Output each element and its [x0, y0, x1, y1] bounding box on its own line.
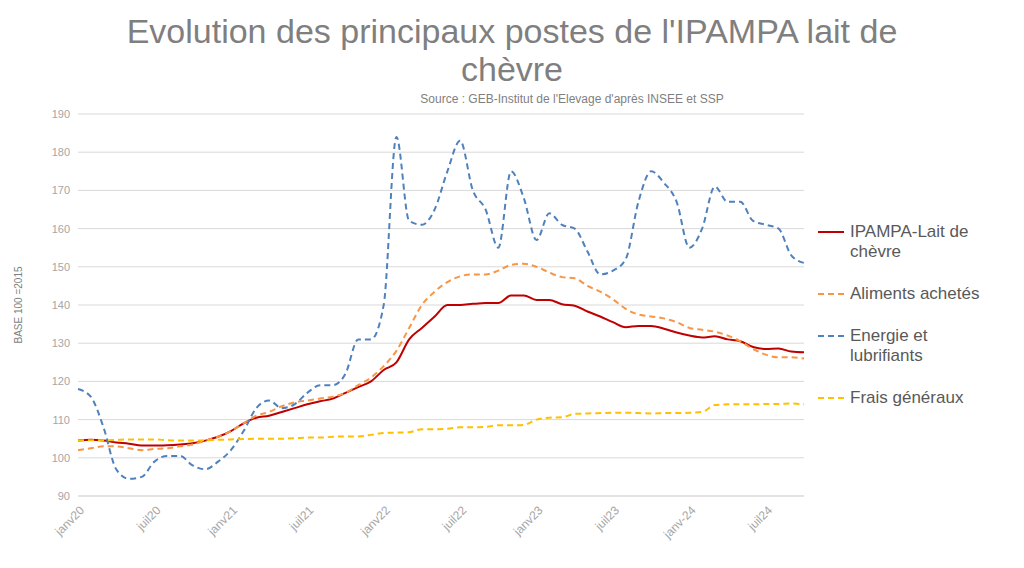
- svg-text:150: 150: [52, 261, 70, 273]
- svg-text:janv-24: janv-24: [660, 503, 699, 542]
- svg-text:100: 100: [52, 452, 70, 464]
- svg-text:160: 160: [52, 223, 70, 235]
- svg-text:janv21: janv21: [204, 503, 240, 539]
- svg-text:140: 140: [52, 299, 70, 311]
- svg-text:janv22: janv22: [357, 503, 393, 539]
- html-text:Frais généraux: Frais généraux: [850, 388, 964, 407]
- svg-text:BASE 100 =2015: BASE 100 =2015: [13, 266, 24, 343]
- svg-text:170: 170: [52, 184, 70, 196]
- svg-text:juil24: juil24: [745, 503, 776, 534]
- svg-text:110: 110: [52, 414, 70, 426]
- html-text:IPAMPA-Lait de chèvre: IPAMPA-Lait de chèvre: [850, 222, 969, 261]
- svg-text:juil20: juil20: [133, 503, 164, 534]
- svg-text:190: 190: [52, 108, 70, 120]
- html-text:Aliments achetés: Aliments achetés: [850, 284, 980, 303]
- svg-text:90: 90: [58, 490, 70, 502]
- html-text:Source : GEB-Institut de l'Ele: Source : GEB-Institut de l'Elevage d'apr…: [420, 92, 724, 106]
- svg-text:130: 130: [52, 337, 70, 349]
- svg-text:120: 120: [52, 375, 70, 387]
- svg-text:janv23: janv23: [510, 503, 546, 539]
- svg-text:juil21: juil21: [286, 503, 317, 534]
- html-text:Evolution des principaux poste: Evolution des principaux postes de l'IPA…: [126, 12, 898, 88]
- svg-text:janv20: janv20: [52, 503, 88, 539]
- svg-text:180: 180: [52, 146, 70, 158]
- svg-text:juil23: juil23: [592, 503, 623, 534]
- html-text:Energie et lubrifiants: Energie et lubrifiants: [850, 326, 928, 365]
- svg-text:juil22: juil22: [439, 503, 470, 534]
